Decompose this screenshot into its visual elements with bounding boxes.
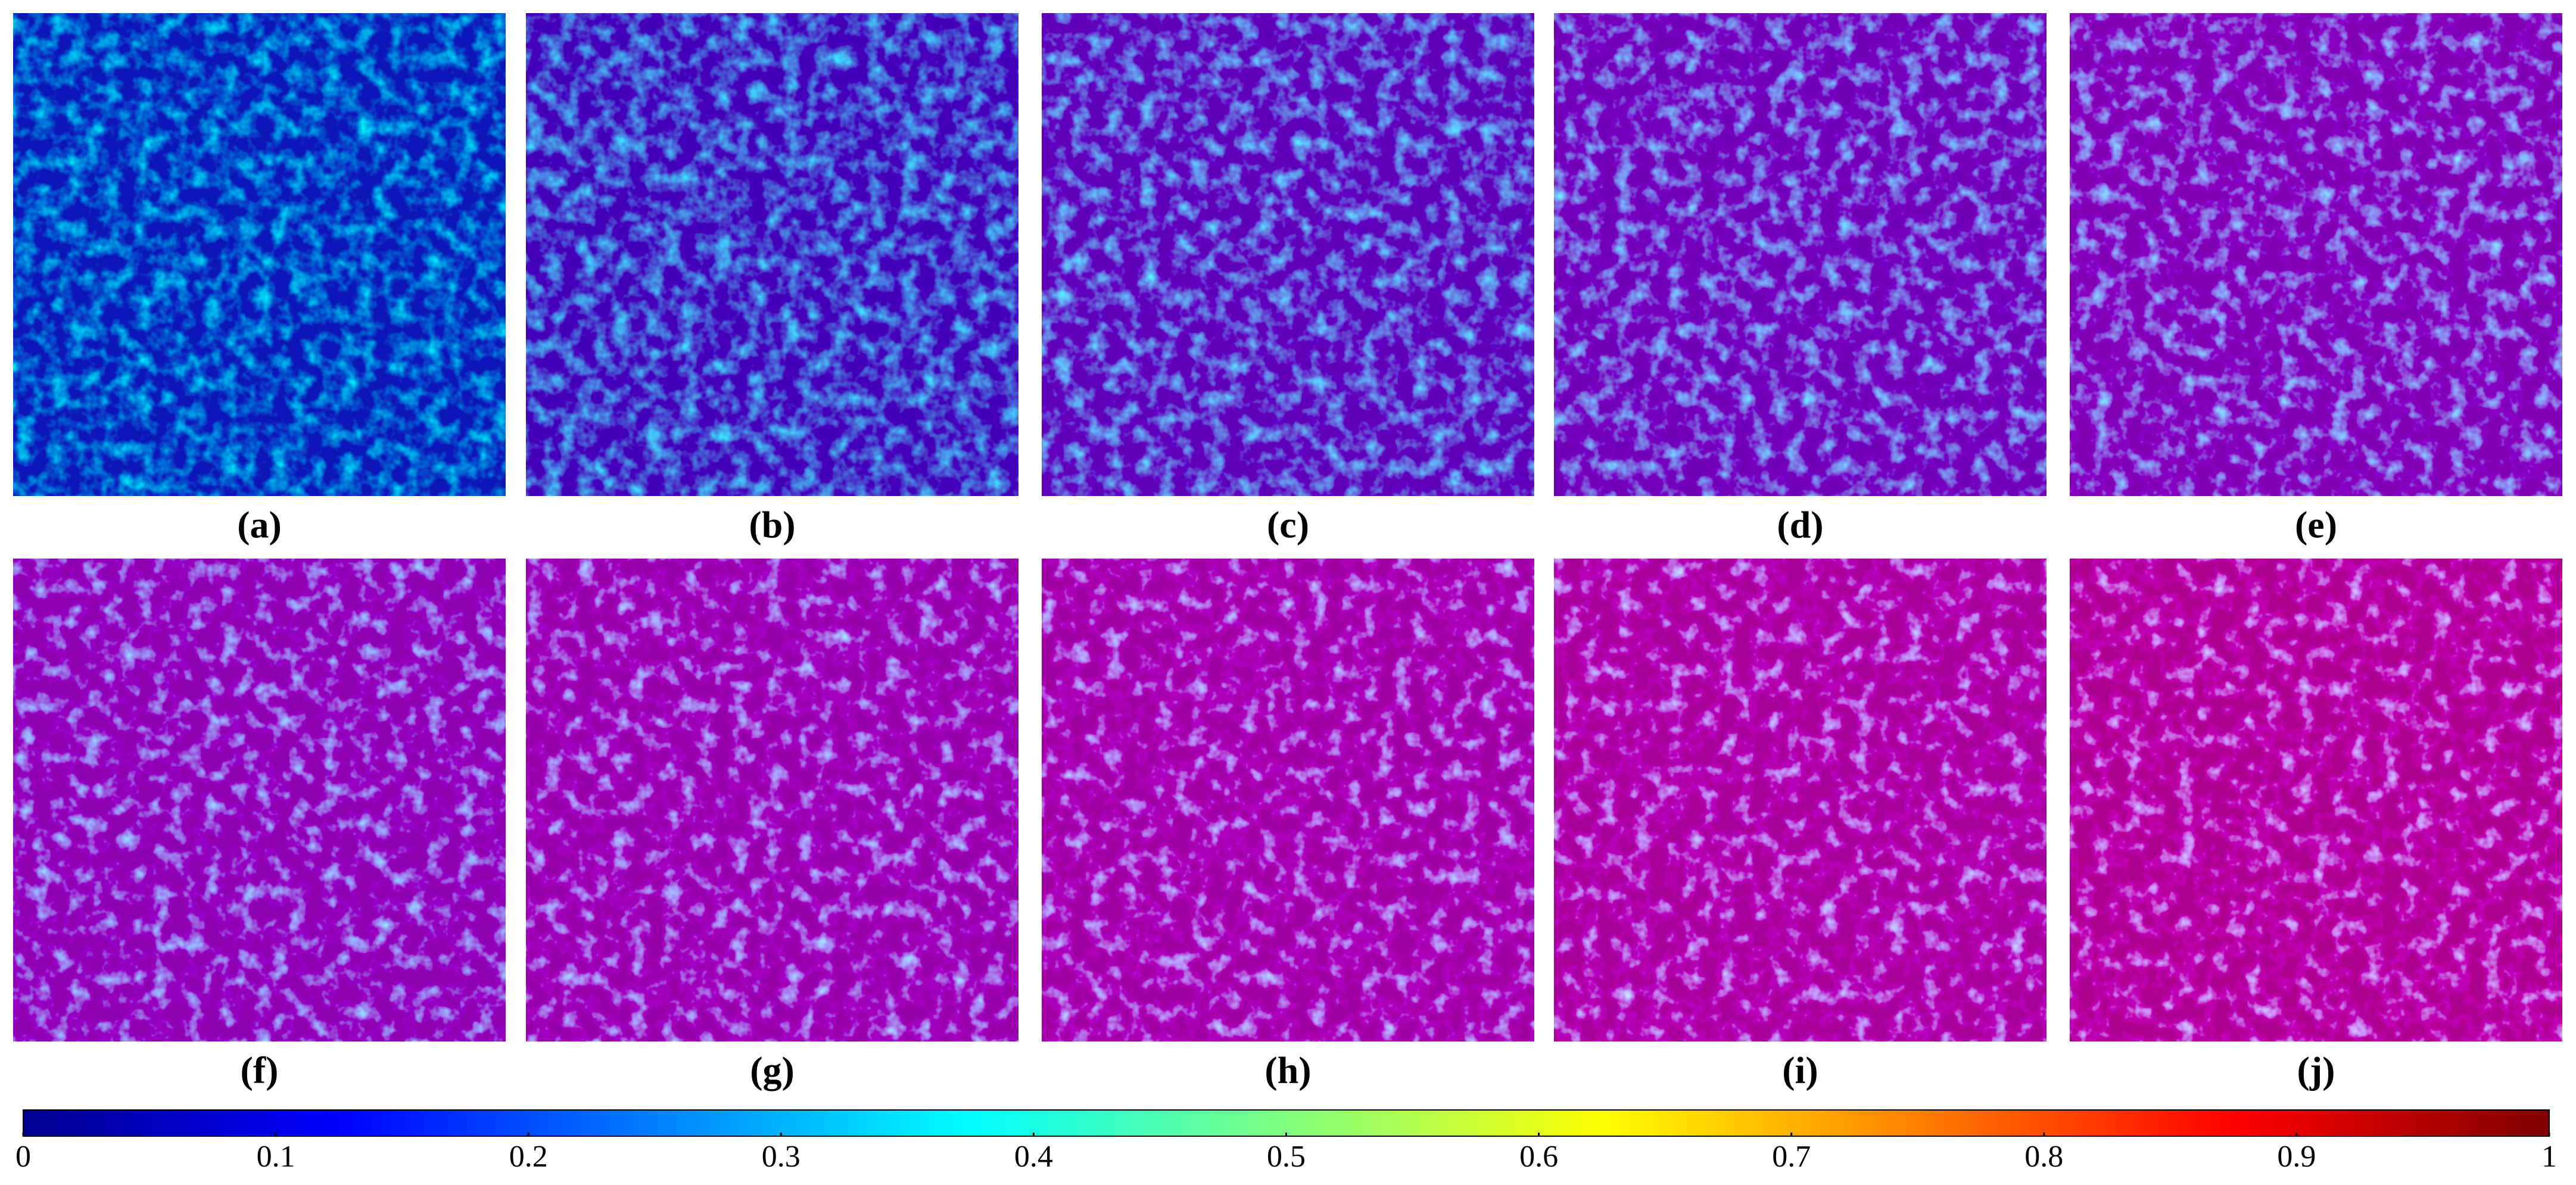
panel-label: (d) xyxy=(1777,504,1823,546)
heatmap-panel xyxy=(1554,13,2047,496)
colorbar-tick-label: 0.2 xyxy=(509,1140,548,1174)
colorbar-tick-label: 0.9 xyxy=(2277,1140,2316,1174)
heatmap-panel xyxy=(526,559,1018,1041)
colorbar-tick-label: 0.1 xyxy=(257,1140,295,1174)
colorbar-tick-label: 0 xyxy=(15,1140,31,1174)
heatmap-panel xyxy=(1042,559,1534,1041)
heatmap-panel xyxy=(1042,13,1534,496)
panel-label: (c) xyxy=(1267,504,1309,546)
panel-label: (i) xyxy=(1782,1049,1818,1092)
heatmap-panel xyxy=(13,559,506,1041)
colorbar-tick-label: 0.4 xyxy=(1014,1140,1053,1174)
colorbar-tick-label: 0.8 xyxy=(2024,1140,2063,1174)
heatmap-panel xyxy=(526,13,1018,496)
panel-label: (f) xyxy=(241,1049,279,1092)
colorbar xyxy=(23,1109,2550,1137)
heatmap-panel xyxy=(2070,13,2562,496)
heatmap-panel xyxy=(2070,559,2562,1041)
heatmap-panel xyxy=(13,13,506,496)
panel-label: (h) xyxy=(1264,1049,1311,1092)
colorbar-tick-label: 0.7 xyxy=(1772,1140,1811,1174)
panel-label: (b) xyxy=(749,504,795,546)
panel-label: (j) xyxy=(2297,1049,2335,1092)
heatmap-panel xyxy=(1554,559,2047,1041)
panel-label: (g) xyxy=(750,1049,795,1092)
colorbar-tick-label: 0.6 xyxy=(1519,1140,1558,1174)
colorbar-tick-label: 1 xyxy=(2541,1140,2557,1174)
panel-label: (a) xyxy=(237,504,282,546)
panel-label: (e) xyxy=(2295,504,2337,546)
colorbar-tick-label: 0.3 xyxy=(762,1140,800,1174)
colorbar-tick-label: 0.5 xyxy=(1267,1140,1306,1174)
